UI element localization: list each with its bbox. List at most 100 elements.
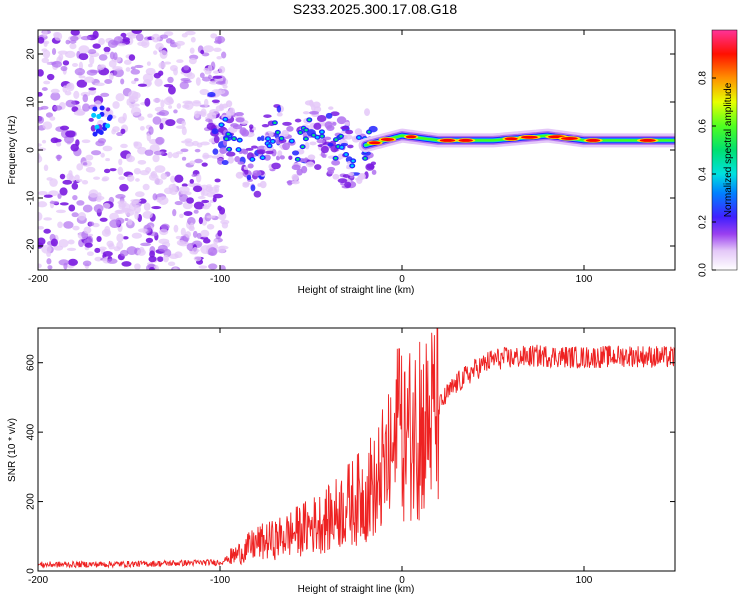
spectrogram-noise-blob (78, 52, 89, 61)
spectrogram-noise-blob (173, 109, 178, 114)
spectrogram-noise-blob (120, 78, 125, 85)
spectrogram-noise-blob (107, 39, 118, 49)
spectrogram-noise-blob (41, 87, 48, 91)
spectrogram-noise-blob (65, 99, 76, 108)
spectrogram-noise-blob (145, 237, 154, 243)
spectrogram-blob-core (227, 147, 231, 151)
spectrogram-noise-blob (50, 88, 60, 94)
spectrogram-noise-blob (149, 144, 160, 153)
spectrogram-blob-core (261, 156, 265, 159)
spectrogram-noise-blob (118, 176, 125, 181)
spectrogram-noise-blob (193, 255, 202, 262)
spectrogram-blob (276, 105, 282, 113)
spectrogram-noise-blob (86, 251, 94, 257)
snr-x-tick-label: 0 (399, 575, 405, 586)
colorbar-tick-label: 0.4 (698, 167, 709, 181)
spectrogram-blob (305, 161, 315, 168)
spectrogram-noise-blob (158, 196, 169, 205)
spectrogram-noise-blob (167, 151, 173, 159)
spectrogram-noise-blob (57, 50, 69, 55)
spectrogram-blob (227, 156, 234, 164)
spectrogram-blob (207, 92, 216, 97)
spectrogram-blob (366, 163, 375, 170)
spectrogram-blob (105, 123, 111, 129)
spectrogram-noise-blob (108, 243, 115, 250)
spectrogram-noise-blob (102, 251, 113, 257)
spectrogram-blob (221, 160, 229, 166)
spectrogram-blob (332, 173, 340, 180)
spectrogram-noise-blob (62, 85, 68, 93)
spectrogram-noise-blob (85, 166, 96, 173)
spectrogram-noise-blob (66, 83, 73, 90)
spectrogram-noise-blob (198, 216, 203, 225)
spectrogram-blob (286, 126, 294, 132)
spectrogram-noise-blob (109, 212, 119, 221)
spectrogram-noise-blob (130, 199, 142, 203)
spectrogram-noise-blob (183, 79, 192, 84)
spectrogram-noise-blob (81, 139, 91, 144)
spectrogram-noise-blob (140, 242, 151, 247)
spectrogram-blob (242, 182, 250, 188)
spectrogram-noise-blob (212, 75, 223, 79)
spectrogram-blob (271, 162, 281, 170)
spectrogram-blob-core (290, 139, 294, 143)
spectrogram-noise-blob (63, 221, 74, 229)
spectrogram-noise-blob (88, 221, 95, 227)
spectrogram-noise-blob (152, 154, 160, 163)
spectrogram-noise-blob (102, 145, 113, 152)
spectrogram-noise-blob (93, 176, 101, 180)
spectrogram-noise-blob (105, 107, 111, 112)
spectrogram-y-tick-label: -20 (26, 238, 37, 253)
spectrogram-y-label: Frequency (Hz) (7, 116, 18, 185)
spectrogram-noise-blob (149, 267, 155, 270)
spectrogram-blob (243, 166, 249, 170)
spectrogram-blob (234, 112, 244, 117)
spectrogram-blob-core (276, 131, 280, 134)
spectrogram-noise-blob (201, 76, 211, 82)
spectrogram-blob (219, 147, 228, 155)
spectrogram-noise-blob (43, 194, 53, 198)
spectrogram-noise-blob (104, 51, 110, 55)
spectrogram-noise-blob (168, 183, 177, 191)
spectrogram-peak (458, 138, 473, 142)
spectrogram-noise-blob (130, 106, 141, 116)
spectrogram-noise-blob (189, 178, 195, 184)
spectrogram-noise-blob (218, 66, 226, 74)
spectrogram-blob (250, 184, 256, 192)
spectrogram-blob (304, 141, 310, 150)
spectrogram-blob (342, 134, 353, 140)
spectrogram-noise-blob (120, 249, 129, 257)
spectrogram-noise-blob (50, 238, 58, 247)
spectrogram-blob-core (312, 133, 316, 137)
spectrogram-noise-blob (56, 141, 62, 147)
spectrogram-peak (368, 141, 381, 145)
spectrogram-blob (211, 155, 220, 159)
spectrogram-noise-blob (57, 193, 62, 199)
spectrogram-noise-blob (109, 72, 114, 81)
spectrogram-noise-blob (183, 211, 193, 217)
spectrogram-noise-blob (105, 157, 111, 162)
spectrogram-noise-blob (142, 73, 154, 83)
spectrogram-noise-blob (54, 31, 63, 41)
spectrogram-noise-blob (152, 116, 162, 125)
spectrogram-noise-blob (133, 204, 141, 214)
spectrogram-blob (237, 161, 245, 165)
snr-y-tick-label: 0 (26, 568, 37, 574)
spectrogram-noise-blob (82, 162, 88, 166)
spectrogram-blob (323, 136, 332, 141)
spectrogram-noise-blob (185, 231, 191, 238)
snr-series-line (38, 328, 675, 569)
spectrogram-noise-blob (82, 204, 93, 213)
spectrogram-noise-blob (162, 254, 169, 263)
spectrogram-noise-blob (190, 36, 196, 43)
spectrogram-noise-blob (128, 90, 139, 100)
spectrogram-noise-blob (165, 119, 176, 127)
spectrogram-noise-blob (82, 103, 91, 112)
spectrogram-noise-blob (141, 39, 150, 48)
spectrogram-noise-blob (200, 49, 205, 55)
spectrogram-noise-blob (189, 160, 196, 166)
spectrogram-blob (261, 123, 270, 128)
spectrogram-noise-blob (103, 168, 111, 174)
spectrogram-noise-blob (43, 217, 52, 221)
